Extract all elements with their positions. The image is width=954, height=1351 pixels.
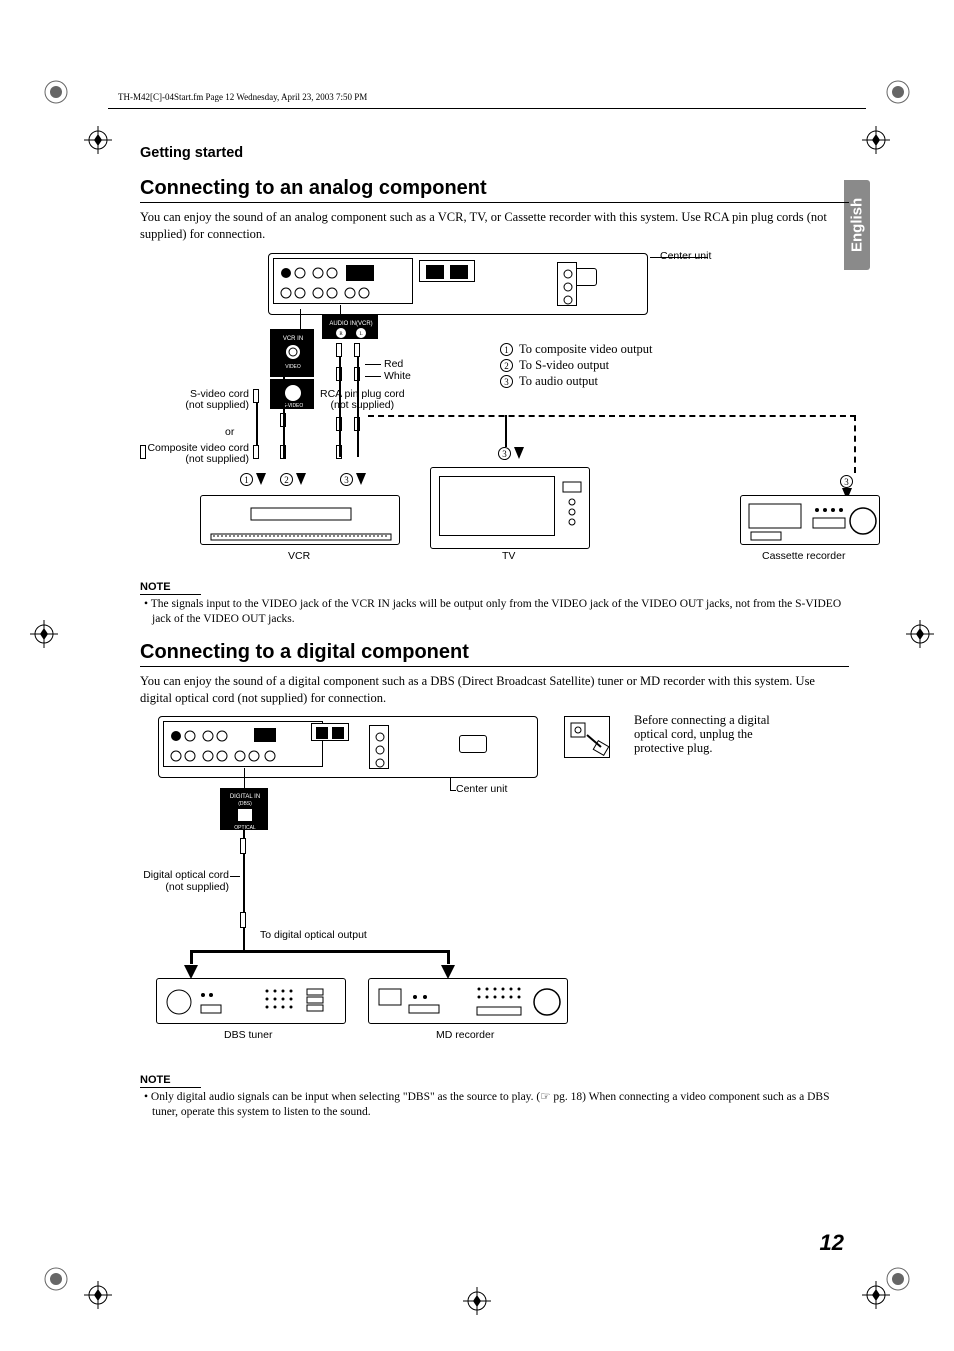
header-line	[108, 108, 866, 109]
page-number: 12	[820, 1230, 844, 1256]
optical-plug-box	[564, 716, 610, 758]
crosshair-mr	[906, 620, 934, 648]
tip-label: Before connecting a digital optical cord…	[634, 714, 794, 755]
arrow-down-icon	[296, 473, 306, 485]
arrow-down-icon	[184, 965, 198, 979]
center-unit-box-2	[158, 716, 538, 778]
arrow-down-icon	[256, 473, 266, 485]
arrow-down-icon	[441, 965, 455, 979]
crosshair-tr	[862, 126, 890, 154]
md-label: MD recorder	[436, 1030, 494, 1042]
or-label: or	[225, 427, 234, 439]
svg-text:S-VIDEO: S-VIDEO	[283, 403, 304, 409]
svg-text:VCR IN: VCR IN	[283, 336, 303, 342]
note1-label: NOTE	[140, 581, 201, 595]
out1-label: To composite video output	[519, 342, 652, 356]
center-unit-label-2: Center unit	[456, 784, 507, 796]
crosshair-br	[862, 1281, 890, 1309]
crosshair-tl	[84, 126, 112, 154]
crosshair-ml	[30, 620, 58, 648]
cassette-box	[740, 495, 880, 545]
rear-panel-icon	[274, 259, 414, 305]
dashed-line	[368, 415, 856, 417]
diagram-analog: Center unit VCR INVIDEO S-VIDEO AUDIO IN…	[140, 249, 849, 569]
header-ref: TH-M42[C]-04Start.fm Page 12 Wednesday, …	[118, 92, 367, 102]
reg-mark-tl	[42, 78, 70, 106]
section-subheading: Getting started	[140, 145, 849, 163]
vcr-in-panel: VCR IN VIDEO	[270, 329, 314, 377]
audio-in-panel: AUDIO IN(VCR)RL	[322, 315, 378, 339]
reg-mark-bl	[42, 1265, 70, 1293]
circ-2a: 2	[280, 473, 293, 486]
note2-text: • Only digital audio signals can be inpu…	[140, 1090, 849, 1120]
red-label: Red	[384, 359, 403, 371]
svg-text:DIGITAL IN: DIGITAL IN	[230, 794, 260, 800]
section2-title: Connecting to a digital component	[140, 641, 849, 667]
section1-intro: You can enjoy the sound of an analog com…	[140, 209, 849, 243]
tv-box	[430, 467, 590, 549]
digital-in-panel: DIGITAL IN(DBS) OPTICAL	[220, 788, 268, 830]
reg-mark-tr	[884, 78, 912, 106]
circ-3a: 3	[340, 473, 353, 486]
center-unit-box	[268, 253, 648, 315]
svg-text:OPTICAL: OPTICAL	[234, 825, 256, 831]
tv-label: TV	[502, 551, 515, 563]
diagram-digital: Center unit DIGITAL IN(DBS) OPTICAL Befor…	[140, 712, 849, 1062]
svg-text:VIDEO: VIDEO	[285, 364, 301, 370]
circ-1a: 1	[240, 473, 253, 486]
digital-cord-label: Digital optical cord (not supplied)	[143, 870, 229, 893]
crosshair-bl	[84, 1281, 112, 1309]
note1-text: • The signals input to the VIDEO jack of…	[140, 597, 849, 627]
section1-title: Connecting to an analog component	[140, 177, 849, 203]
md-box	[368, 978, 568, 1024]
vcr-label: VCR	[288, 551, 310, 563]
out2-label: To S-video output	[519, 358, 609, 372]
rca-cord-label: RCA pin plug cord (not supplied)	[320, 389, 405, 412]
page-content: Getting started Connecting to an analog …	[140, 145, 849, 1271]
svideo-cord-label: S-video cord (not supplied)	[185, 389, 249, 412]
optical-plug-icon	[565, 717, 611, 759]
svg-text:L: L	[359, 332, 362, 337]
arrow-down-icon	[356, 473, 366, 485]
svg-text:(DBS): (DBS)	[238, 801, 252, 807]
vcr-box	[200, 495, 400, 545]
arrow-down-icon	[514, 447, 524, 459]
crosshair-bc	[463, 1287, 491, 1315]
section2-intro: You can enjoy the sound of a digital com…	[140, 673, 849, 707]
white-label: White	[384, 371, 411, 383]
cassette-label: Cassette recorder	[762, 551, 845, 563]
dbs-label: DBS tuner	[224, 1030, 272, 1042]
composite-cord-label: Composite video cord (not supplied)	[147, 443, 249, 466]
dbs-box	[156, 978, 346, 1024]
out3-label: To audio output	[519, 374, 598, 388]
note2-label: NOTE	[140, 1074, 201, 1088]
circ-3b: 3	[498, 447, 511, 460]
to-digital-label: To digital optical output	[260, 930, 367, 942]
svg-text:AUDIO IN(VCR): AUDIO IN(VCR)	[329, 321, 372, 327]
circ-3c: 3	[840, 475, 853, 488]
